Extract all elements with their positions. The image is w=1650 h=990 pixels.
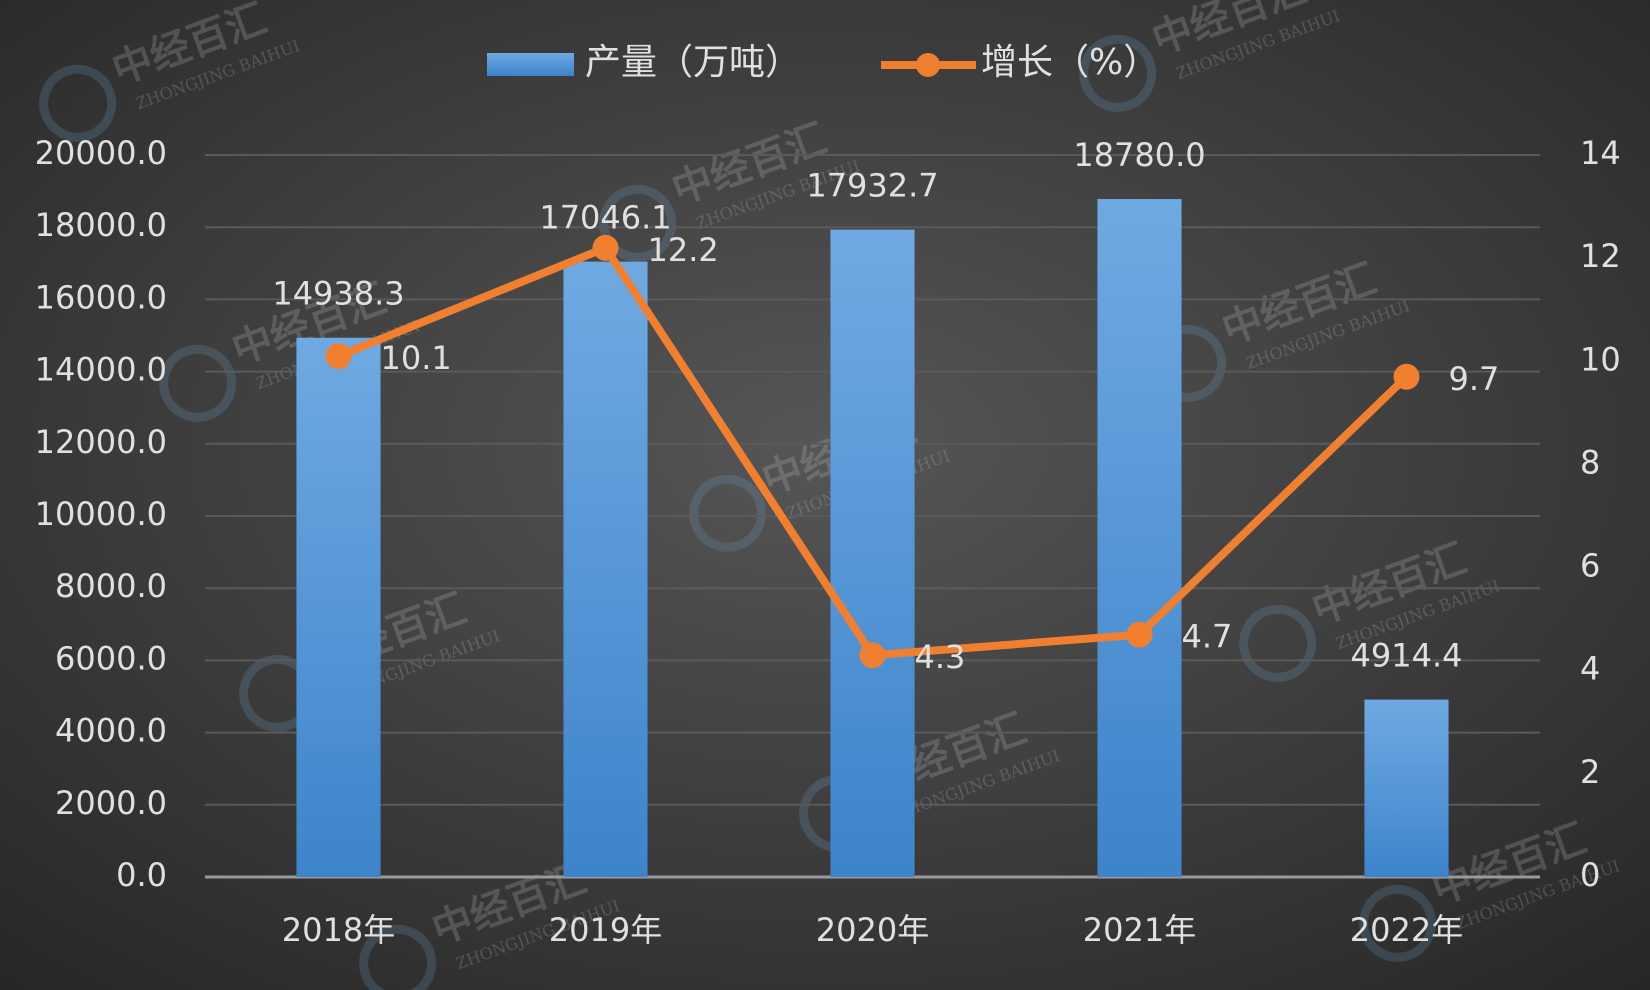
y2-tick-label: 4 [1580,650,1600,688]
legend-swatch [487,53,574,76]
line-value-label: 4.3 [915,638,966,676]
y-tick-label: 6000.0 [55,639,167,677]
y2-tick-label: 0 [1580,856,1600,894]
bar [296,337,381,877]
x-tick-label: 2021年 [1083,911,1196,949]
bar-value-label: 18780.0 [1073,136,1205,174]
watermark-logo [689,474,767,552]
bar [563,261,648,877]
y2-tick-label: 12 [1580,237,1621,275]
line-marker [859,642,886,669]
x-tick-label: 2018年 [282,911,395,949]
legend-label: 增长（%） [981,42,1159,83]
y-tick-label: 14000.0 [35,351,167,389]
legend-label: 产量（万吨） [585,42,801,83]
y-tick-label: 20000.0 [35,134,167,172]
legend-marker [916,53,941,77]
bar-value-label: 14938.3 [272,275,404,313]
y2-tick-label: 2 [1580,753,1600,791]
watermark-logo [1239,604,1317,682]
bar [1364,699,1449,877]
y-tick-label: 0.0 [116,856,167,894]
line-value-label: 12.2 [648,231,719,269]
x-tick-label: 2019年 [549,911,662,949]
y2-tick-label: 10 [1580,340,1621,378]
bar-value-label: 17046.1 [539,199,671,237]
line-marker [325,343,352,370]
y-tick-label: 8000.0 [55,567,167,605]
y2-tick-label: 8 [1580,443,1600,481]
watermark-logo [1079,34,1157,112]
bar-value-label: 17932.7 [806,167,938,205]
line-marker [592,234,619,261]
line-marker [1126,621,1153,648]
line-value-label: 9.7 [1449,360,1500,398]
line-value-label: 10.1 [381,339,452,377]
y-tick-label: 18000.0 [35,206,167,244]
y-tick-label: 12000.0 [35,423,167,461]
x-tick-label: 2022年 [1350,911,1463,949]
y2-tick-label: 6 [1580,547,1600,585]
y2-tick-label: 14 [1580,134,1621,172]
y-tick-label: 10000.0 [35,495,167,533]
line-marker [1393,363,1420,390]
line-value-label: 4.7 [1182,618,1233,656]
watermark-logo [1359,884,1437,962]
bar-value-label: 4914.4 [1351,637,1463,675]
watermark-logo [39,64,117,142]
bar [830,229,915,878]
y-tick-label: 16000.0 [35,278,167,316]
y-tick-label: 4000.0 [55,712,167,750]
y-tick-label: 2000.0 [55,784,167,822]
bar [1097,199,1182,878]
watermark-logo [359,924,437,990]
x-tick-label: 2020年 [816,911,929,949]
